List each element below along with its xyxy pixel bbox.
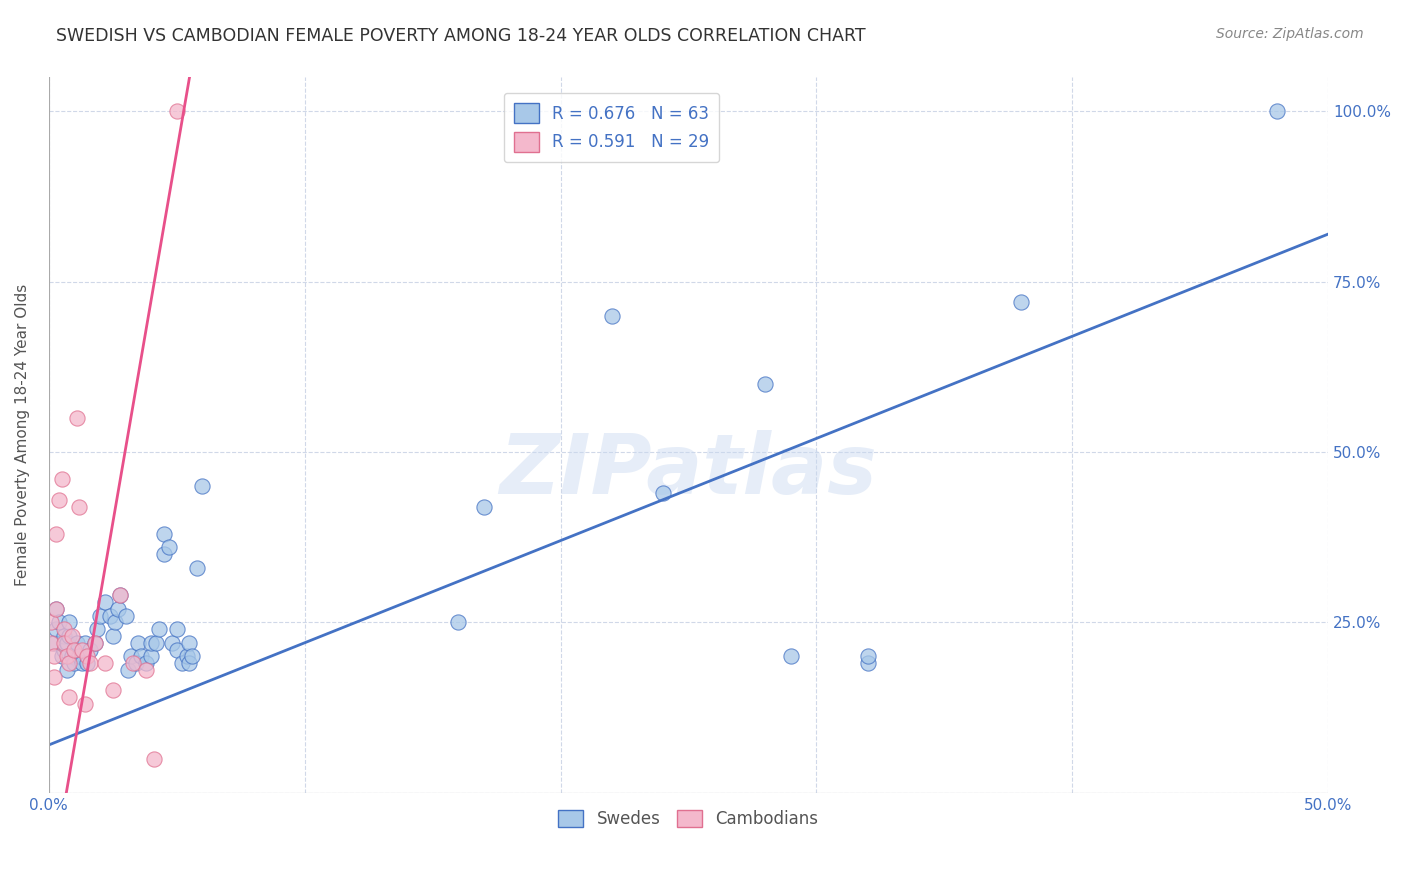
Point <box>170 657 193 671</box>
Point <box>86 622 108 636</box>
Point <box>122 657 145 671</box>
Point <box>145 636 167 650</box>
Point <box>83 636 105 650</box>
Point <box>181 649 204 664</box>
Text: ZIPatlas: ZIPatlas <box>499 430 877 511</box>
Point <box>153 526 176 541</box>
Point <box>110 588 132 602</box>
Point <box>60 649 83 664</box>
Point <box>166 622 188 636</box>
Point <box>179 657 201 671</box>
Point <box>51 472 73 486</box>
Point <box>39 636 62 650</box>
Point <box>135 663 157 677</box>
Point <box>63 642 86 657</box>
Point <box>55 636 77 650</box>
Point <box>83 636 105 650</box>
Point <box>53 629 76 643</box>
Point <box>139 649 162 664</box>
Point <box>125 657 148 671</box>
Point <box>856 657 879 671</box>
Point <box>79 642 101 657</box>
Point <box>89 608 111 623</box>
Point <box>53 636 76 650</box>
Point <box>63 657 86 671</box>
Point <box>69 500 91 514</box>
Legend: Swedes, Cambodians: Swedes, Cambodians <box>551 803 825 834</box>
Point <box>53 622 76 636</box>
Point <box>101 629 124 643</box>
Point <box>45 622 67 636</box>
Point <box>135 657 157 671</box>
Point <box>63 642 86 657</box>
Point <box>42 649 65 664</box>
Point <box>48 615 70 630</box>
Point <box>76 657 98 671</box>
Point <box>142 751 165 765</box>
Point <box>160 636 183 650</box>
Point <box>166 642 188 657</box>
Point <box>66 636 89 650</box>
Point <box>186 561 208 575</box>
Point <box>98 608 121 623</box>
Point <box>51 649 73 664</box>
Point <box>42 636 65 650</box>
Point <box>754 376 776 391</box>
Point <box>1265 104 1288 119</box>
Point <box>73 636 96 650</box>
Point <box>69 649 91 664</box>
Point <box>66 411 89 425</box>
Y-axis label: Female Poverty Among 18-24 Year Olds: Female Poverty Among 18-24 Year Olds <box>15 284 30 586</box>
Point <box>191 479 214 493</box>
Text: Source: ZipAtlas.com: Source: ZipAtlas.com <box>1216 27 1364 41</box>
Point <box>129 649 152 664</box>
Point <box>127 636 149 650</box>
Point <box>70 642 93 657</box>
Point <box>76 649 98 664</box>
Point <box>157 541 180 555</box>
Point <box>117 663 139 677</box>
Point <box>472 500 495 514</box>
Point <box>39 615 62 630</box>
Point <box>139 636 162 650</box>
Point <box>45 526 67 541</box>
Point <box>120 649 142 664</box>
Point <box>101 683 124 698</box>
Point <box>779 649 801 664</box>
Text: SWEDISH VS CAMBODIAN FEMALE POVERTY AMONG 18-24 YEAR OLDS CORRELATION CHART: SWEDISH VS CAMBODIAN FEMALE POVERTY AMON… <box>56 27 866 45</box>
Point <box>856 649 879 664</box>
Point <box>79 657 101 671</box>
Point <box>55 649 77 664</box>
Point <box>166 104 188 119</box>
Point <box>110 588 132 602</box>
Point <box>42 670 65 684</box>
Point <box>1010 295 1032 310</box>
Point <box>45 601 67 615</box>
Point <box>104 615 127 630</box>
Point <box>53 642 76 657</box>
Point <box>447 615 470 630</box>
Point <box>58 629 80 643</box>
Point <box>58 615 80 630</box>
Point <box>73 697 96 711</box>
Point <box>176 649 198 664</box>
Point <box>179 636 201 650</box>
Point <box>114 608 136 623</box>
Point <box>45 601 67 615</box>
Point <box>60 629 83 643</box>
Point <box>58 657 80 671</box>
Point <box>651 486 673 500</box>
Point <box>600 309 623 323</box>
Point <box>55 663 77 677</box>
Point <box>58 690 80 705</box>
Point <box>148 622 170 636</box>
Point <box>107 601 129 615</box>
Point <box>94 595 117 609</box>
Point <box>70 657 93 671</box>
Point <box>153 547 176 561</box>
Point <box>94 657 117 671</box>
Point <box>48 492 70 507</box>
